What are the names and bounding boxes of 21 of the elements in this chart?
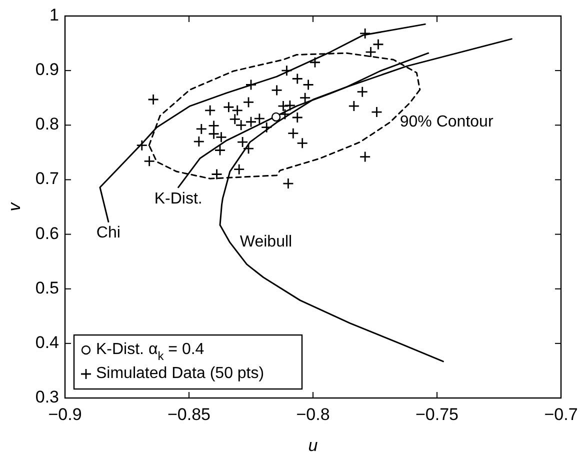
x-tick-label: −0.7 (544, 405, 578, 424)
x-tick-label: −0.9 (48, 405, 82, 424)
annotation: Weibull (240, 234, 292, 251)
annotation: K-Dist. (154, 190, 202, 208)
legend-label: Simulated Data (50 pts) (96, 365, 264, 382)
y-tick-label: 0.9 (35, 60, 59, 80)
x-tick-label: −0.85 (167, 405, 211, 424)
y-tick-label: 0.5 (35, 278, 59, 298)
y-tick-label: 0.6 (35, 224, 59, 243)
y-tick-label: 0.8 (35, 114, 59, 134)
legend-label: K-Dist. α$_{k}$ = 0.4 (96, 341, 204, 364)
annotation: Chi (96, 225, 120, 242)
y-tick-label: 0.4 (35, 332, 59, 352)
y-axis-title: v (5, 201, 24, 212)
y-tick-label: 0.3 (35, 387, 59, 406)
y-tick-label: 0.7 (35, 169, 59, 188)
x-tick-label: −0.75 (415, 405, 459, 424)
annotation: 90% Contour (400, 114, 494, 131)
x-axis-title: u (308, 436, 318, 455)
y-tick-label: 1 (50, 5, 59, 24)
x-tick-label: −0.8 (296, 405, 330, 424)
